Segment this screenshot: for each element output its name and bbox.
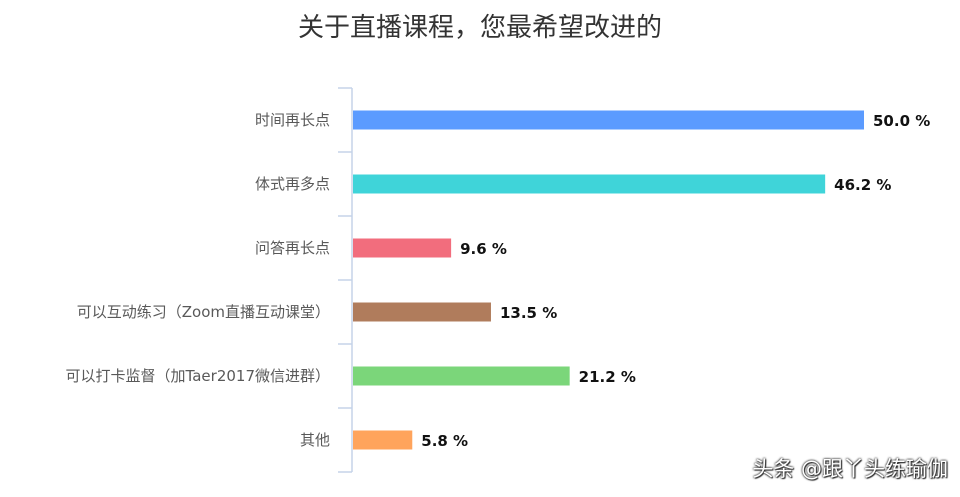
data-label: 9.6 %: [460, 240, 507, 258]
bar: [353, 174, 826, 194]
watermark: 头条 @跟丫头练瑜伽: [752, 457, 948, 481]
data-label: 50.0 %: [873, 112, 930, 130]
category-label: 可以打卡监督（加Taer2017微信进群）: [66, 367, 330, 385]
bar: [353, 430, 413, 450]
bar: [353, 302, 491, 322]
category-label: 其他: [300, 431, 330, 449]
category-label: 可以互动练习（Zoom直播互动课堂）: [77, 303, 330, 321]
bar: [353, 238, 452, 258]
chart-title: 关于直播课程，您最希望改进的: [297, 13, 662, 43]
data-label: 5.8 %: [421, 432, 468, 450]
category-label: 时间再长点: [255, 111, 330, 129]
data-label: 46.2 %: [834, 176, 891, 194]
data-label: 21.2 %: [579, 368, 636, 386]
bar: [353, 110, 864, 130]
category-label: 体式再多点: [255, 175, 330, 193]
bar: [353, 366, 570, 386]
data-label: 13.5 %: [500, 304, 557, 322]
category-label: 问答再长点: [255, 239, 330, 257]
